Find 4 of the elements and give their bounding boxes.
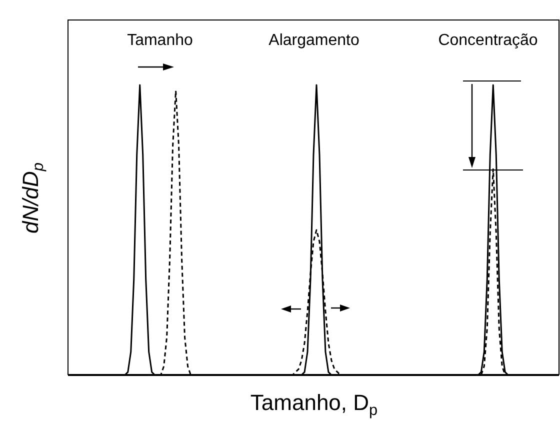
text: Tamanho	[127, 32, 194, 49]
x-axis-title: Tamanho, D$_{p}$	[250, 390, 378, 420]
text: Concentração	[438, 32, 538, 49]
text: Alargamento	[268, 32, 360, 49]
